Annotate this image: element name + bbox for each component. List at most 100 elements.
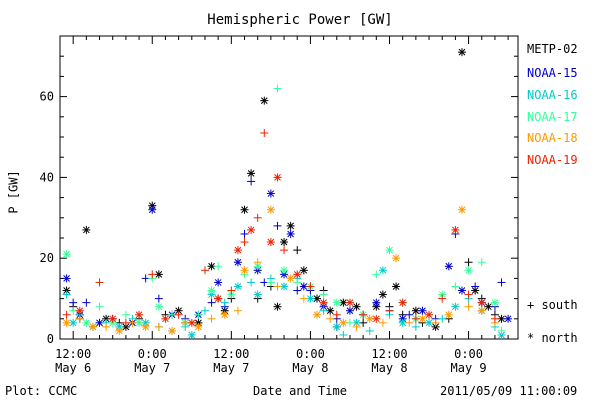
- north-marker: [333, 299, 341, 306]
- north-marker: [247, 226, 255, 234]
- north-marker: [76, 307, 84, 315]
- x-tick-label-time: 12:00: [55, 347, 91, 361]
- north-marker: [366, 315, 374, 323]
- north-marker: [300, 266, 308, 274]
- y-tick-label: 0: [47, 332, 54, 346]
- y-tick-label: 40: [40, 170, 54, 184]
- north-marker: [267, 238, 275, 246]
- x-tick-label-date: May 7: [134, 361, 170, 375]
- north-marker: [208, 287, 215, 294]
- north-marker: [69, 319, 77, 327]
- north-marker: [425, 319, 433, 327]
- north-marker: [287, 230, 295, 238]
- north-marker: [274, 303, 281, 311]
- north-marker: [267, 206, 275, 214]
- north-marker: [445, 262, 453, 270]
- north-marker: [379, 291, 387, 298]
- north-marker: [484, 303, 492, 311]
- north-marker: [452, 303, 459, 311]
- north-marker: [419, 307, 426, 315]
- x-tick-label-time: 12:00: [371, 347, 407, 361]
- legend-marker-south: + south: [527, 298, 578, 312]
- x-tick-label-date: May 6: [55, 361, 91, 375]
- north-marker: [155, 271, 163, 278]
- north-marker: [478, 307, 486, 315]
- north-marker: [89, 323, 97, 331]
- north-marker: [346, 299, 354, 306]
- x-tick-label-date: May 8: [292, 361, 328, 375]
- legend-series-noaa-18: NOAA-18: [527, 131, 578, 145]
- footer-left: Plot: CCMC: [5, 384, 78, 398]
- north-marker: [372, 299, 380, 306]
- north-marker: [280, 266, 288, 274]
- north-marker: [458, 206, 466, 214]
- north-marker: [379, 266, 387, 274]
- north-marker: [353, 319, 360, 327]
- north-marker: [346, 307, 354, 315]
- north-marker: [175, 307, 182, 315]
- north-marker: [109, 315, 117, 323]
- legend-series-noaa-15: NOAA-15: [527, 66, 578, 80]
- north-marker: [287, 222, 295, 230]
- north-marker: [254, 291, 262, 298]
- north-marker: [353, 303, 360, 311]
- north-marker: [458, 287, 466, 294]
- north-marker: [293, 271, 301, 278]
- north-marker: [320, 299, 327, 306]
- legend-series-noaa-16: NOAA-16: [527, 88, 578, 102]
- north-marker: [188, 331, 196, 339]
- north-marker: [498, 331, 505, 339]
- north-marker: [188, 319, 196, 327]
- x-tick-label-time: 0:00: [454, 347, 483, 361]
- x-tick-label-date: May 7: [213, 361, 249, 375]
- north-marker: [221, 311, 229, 319]
- north-marker: [260, 97, 268, 104]
- north-marker: [241, 266, 248, 274]
- north-marker: [504, 315, 512, 323]
- x-tick-label-time: 0:00: [296, 347, 325, 361]
- north-marker: [168, 327, 176, 335]
- north-marker: [340, 319, 347, 327]
- north-marker: [478, 299, 486, 306]
- north-marker: [96, 319, 103, 327]
- legend-marker-north: * north: [527, 331, 578, 345]
- x-tick-label-date: May 8: [371, 361, 407, 375]
- north-marker: [63, 319, 70, 327]
- north-marker: [135, 319, 143, 327]
- x-axis-label: Date and Time: [253, 384, 347, 398]
- south-marker-symbol: +: [527, 298, 535, 312]
- north-marker: [162, 315, 169, 323]
- north-marker: [445, 311, 453, 319]
- north-marker: [432, 323, 439, 331]
- north-marker: [412, 307, 420, 315]
- north-marker: [214, 295, 222, 302]
- north-marker: [63, 287, 70, 294]
- x-tick-label-date: May 9: [451, 361, 487, 375]
- north-marker: [498, 315, 505, 323]
- north-marker: [148, 206, 156, 214]
- x-tick-label-time: 0:00: [138, 347, 167, 361]
- north-marker: [83, 319, 90, 327]
- north-marker: [452, 226, 459, 234]
- north-marker: [287, 275, 295, 282]
- north-marker: [326, 307, 334, 315]
- north-marker: [135, 311, 143, 319]
- north-marker: [122, 323, 130, 331]
- north-marker: [280, 238, 288, 246]
- north-marker: [63, 275, 70, 282]
- north-marker: [83, 226, 90, 234]
- north-marker: [267, 190, 275, 197]
- north-marker: [458, 48, 466, 56]
- north-marker: [214, 279, 222, 286]
- north-marker: [491, 299, 499, 306]
- legend-series-noaa-19: NOAA-19: [527, 153, 578, 167]
- north-marker: [372, 315, 380, 323]
- north-marker: [471, 287, 479, 294]
- north-marker: [419, 315, 426, 323]
- north-marker: [102, 315, 110, 323]
- chart-title: Hemispheric Power [GW]: [207, 12, 393, 28]
- y-tick-label: 60: [40, 90, 54, 104]
- north-marker: [392, 254, 400, 262]
- north-marker: [300, 283, 308, 290]
